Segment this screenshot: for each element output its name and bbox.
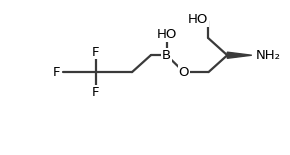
Text: O: O xyxy=(179,66,189,79)
Polygon shape xyxy=(227,52,252,58)
Text: F: F xyxy=(53,66,61,79)
Text: B: B xyxy=(162,49,171,62)
Text: HO: HO xyxy=(157,28,177,41)
Text: NH₂: NH₂ xyxy=(256,49,281,62)
Text: F: F xyxy=(92,46,100,59)
Text: HO: HO xyxy=(188,13,209,26)
Text: F: F xyxy=(92,86,100,99)
